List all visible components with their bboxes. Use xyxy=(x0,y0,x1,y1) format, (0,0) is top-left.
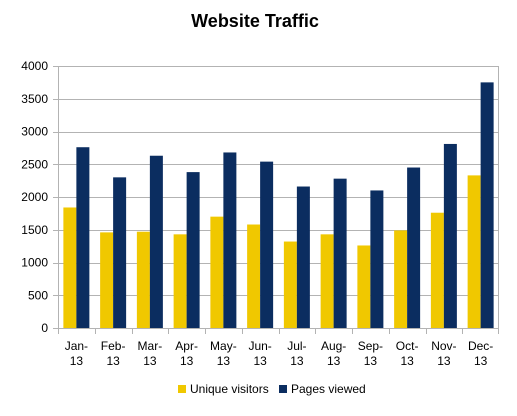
bar-pages-viewed xyxy=(149,155,163,328)
x-tick-label: May-13 xyxy=(210,339,237,368)
bar-pages-viewed xyxy=(186,172,200,328)
bar-pages-viewed xyxy=(76,147,90,328)
y-tick-label: 500 xyxy=(28,288,48,302)
y-tick-label: 4000 xyxy=(21,59,48,73)
bar-pages-viewed xyxy=(296,186,310,328)
bar-unique-visitors xyxy=(63,207,77,328)
legend-swatch xyxy=(178,385,186,393)
x-tick-label: Mar-13 xyxy=(138,339,163,368)
x-tick-label: Nov-13 xyxy=(431,339,456,368)
bar-pages-viewed xyxy=(480,82,494,328)
bar-pages-viewed xyxy=(223,152,237,328)
x-tick-label: Oct-13 xyxy=(396,339,419,368)
x-tick-label: Jul-13 xyxy=(287,339,306,368)
x-tick-label: Feb-13 xyxy=(101,339,126,368)
bar-unique-visitors xyxy=(210,216,224,328)
bar-unique-visitors xyxy=(394,230,408,328)
bar-pages-viewed xyxy=(407,167,421,328)
x-tick-label: Dec-13 xyxy=(468,339,493,368)
bar-unique-visitors xyxy=(357,245,371,328)
x-tick-label: Sep-13 xyxy=(358,339,383,368)
bar-unique-visitors xyxy=(247,224,261,328)
y-tick-label: 1500 xyxy=(21,223,48,237)
bar-pages-viewed xyxy=(443,143,457,328)
bar-pages-viewed xyxy=(113,177,127,328)
bar-pages-viewed xyxy=(260,161,274,328)
y-tick-label: 0 xyxy=(41,321,48,335)
y-tick-label: 3500 xyxy=(21,92,48,106)
legend-item-unique-visitors: Unique visitors xyxy=(178,382,269,396)
bar-unique-visitors xyxy=(283,241,297,328)
legend-item-pages-viewed: Pages viewed xyxy=(279,382,366,396)
x-tick-label: Jan-13 xyxy=(65,339,88,368)
bar-pages-viewed xyxy=(333,178,347,328)
x-tick-label: Aug-13 xyxy=(321,339,346,368)
chart-title: Website Traffic xyxy=(191,11,319,31)
grid-lines xyxy=(58,66,499,329)
y-tick-label: 2000 xyxy=(21,190,48,204)
bar-unique-visitors xyxy=(430,212,444,328)
y-tick-label: 2500 xyxy=(21,157,48,171)
bar-unique-visitors xyxy=(100,232,114,328)
x-axis-tick-labels: Jan-13 Feb-13 Mar-13 Apr-13 May-13 Jun-13 Jul-… xyxy=(65,339,494,368)
bar-unique-visitors xyxy=(467,175,481,328)
bar-pages-viewed xyxy=(370,190,384,328)
y-axis-tick-labels: 0 500 1000 1500 2000 2500 3000 3500 4000 xyxy=(21,59,48,335)
bars xyxy=(63,82,494,328)
legend-label: Unique visitors xyxy=(190,382,269,396)
legend: Unique visitors Pages viewed xyxy=(178,382,366,396)
legend-swatch xyxy=(279,385,287,393)
y-tick-label: 1000 xyxy=(21,256,48,270)
x-tick-label: Apr-13 xyxy=(175,339,198,368)
bar-unique-visitors xyxy=(320,234,334,328)
x-tick-label: Jun-13 xyxy=(248,339,271,368)
bar-unique-visitors xyxy=(173,234,187,328)
legend-label: Pages viewed xyxy=(291,382,366,396)
bar-unique-visitors xyxy=(136,231,150,328)
axes xyxy=(53,66,499,334)
y-tick-label: 3000 xyxy=(21,125,48,139)
